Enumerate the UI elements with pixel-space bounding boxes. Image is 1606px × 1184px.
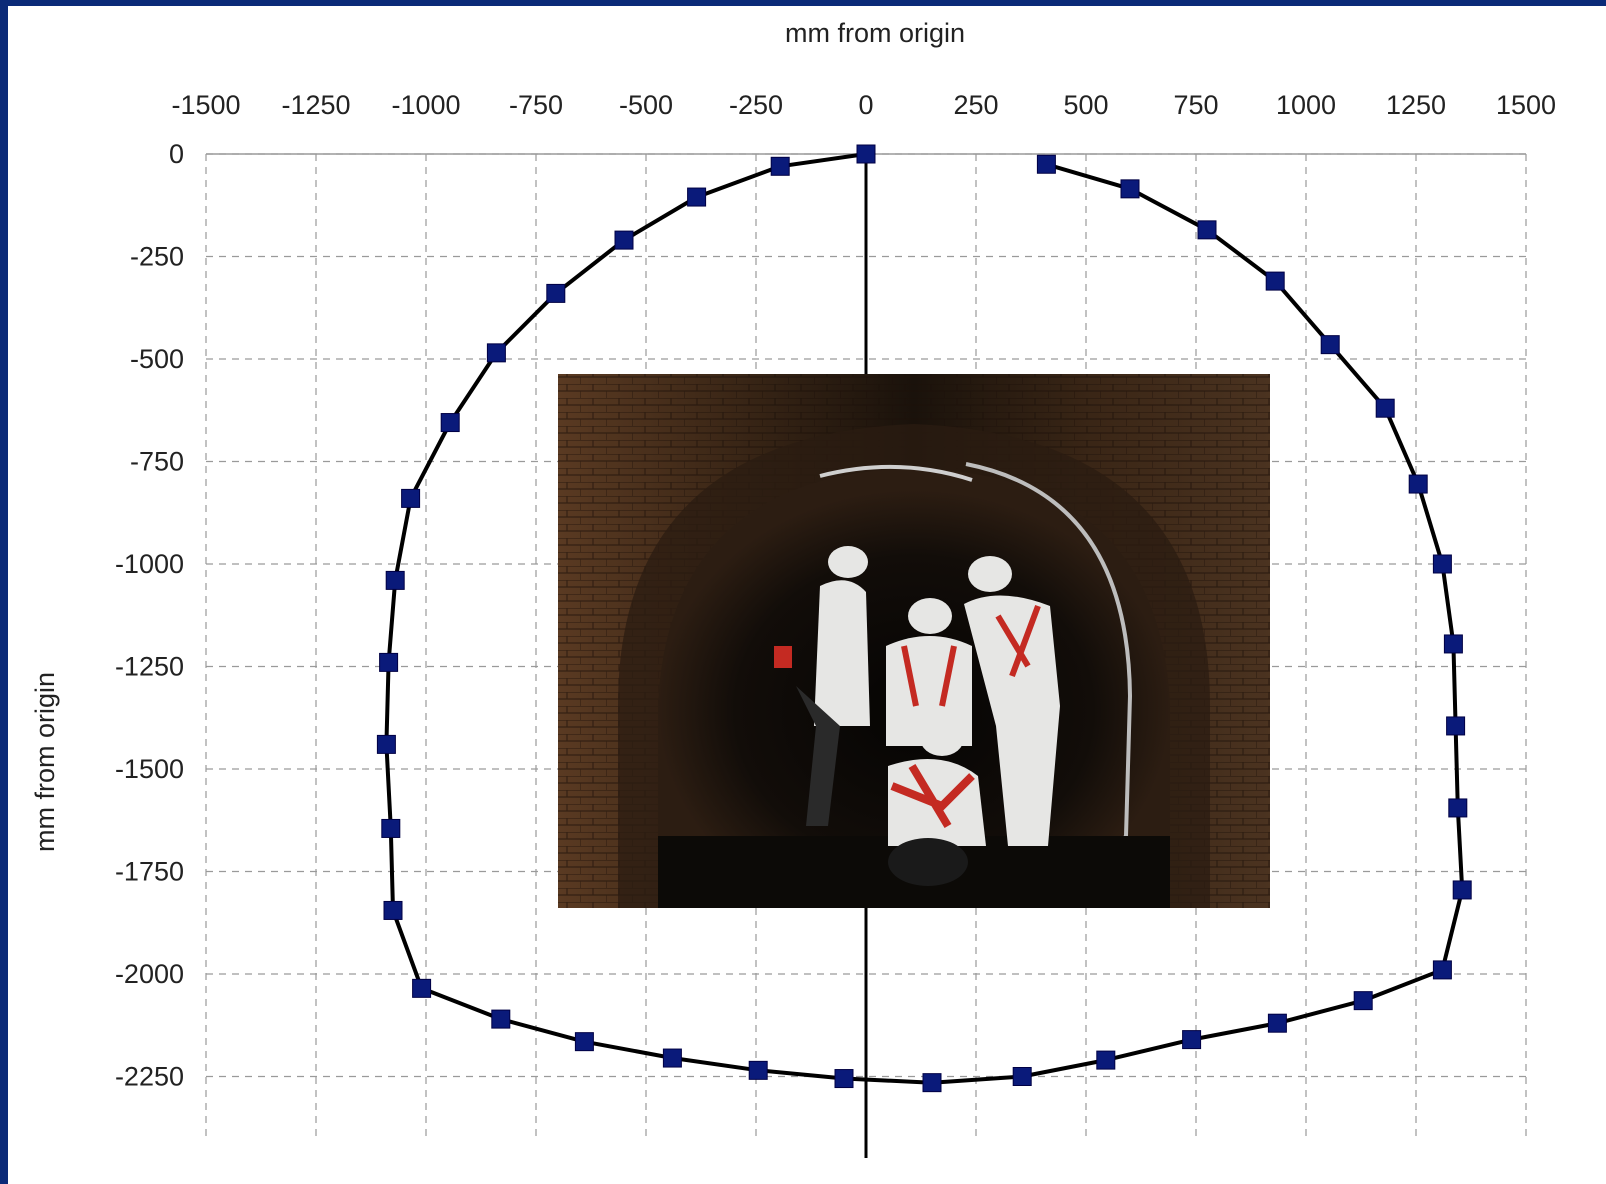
x-tick-label: 750 xyxy=(1173,90,1218,120)
tunnel-photo xyxy=(558,374,1270,908)
data-point xyxy=(574,1032,594,1052)
tunnel-profile-chart: mm from origin mm from origin -1500 -1250… xyxy=(30,18,1556,1158)
data-point xyxy=(1120,179,1140,199)
x-tick-label: 1250 xyxy=(1386,90,1446,120)
x-tick-label: 500 xyxy=(1063,90,1108,120)
data-point xyxy=(1408,474,1428,494)
y-tick-label: -2000 xyxy=(115,959,184,989)
y-tick-label: -750 xyxy=(130,447,184,477)
data-point xyxy=(1353,991,1373,1011)
y-tick-label: -250 xyxy=(130,242,184,272)
profile-line xyxy=(384,152,1465,1085)
data-point xyxy=(1432,554,1452,574)
x-tick-label: -1000 xyxy=(391,90,460,120)
data-point xyxy=(614,230,634,250)
chart-frame: mm from origin mm from origin -1500 -1250… xyxy=(8,6,1606,1184)
data-point xyxy=(491,1009,511,1029)
data-point xyxy=(856,144,876,164)
x-axis-label: mm from origin xyxy=(785,18,965,48)
y-tick-label: -1000 xyxy=(115,549,184,579)
y-axis-label: mm from origin xyxy=(30,672,60,852)
data-point xyxy=(1432,960,1452,980)
x-tick-label: 0 xyxy=(858,90,873,120)
x-tick-label: 1000 xyxy=(1276,90,1336,120)
data-point xyxy=(1012,1067,1032,1086)
y-tick-label: -2250 xyxy=(115,1062,184,1092)
x-tick-label: 1500 xyxy=(1496,90,1556,120)
y-tick-label: -1500 xyxy=(115,754,184,784)
y-tick-label: -1750 xyxy=(115,857,184,887)
data-point xyxy=(546,283,566,303)
data-point xyxy=(383,900,403,920)
data-point xyxy=(834,1069,854,1089)
data-point xyxy=(376,734,396,754)
data-point xyxy=(687,187,707,207)
tick-labels: -1500 -1250 -1000 -750 -500 -250 0 250 500 750 100… xyxy=(115,90,1556,1092)
data-point xyxy=(1448,798,1468,818)
x-tick-label: -1250 xyxy=(281,90,350,120)
data-point xyxy=(486,343,506,363)
y-tick-label: 0 xyxy=(169,139,184,169)
data-point xyxy=(1265,271,1285,291)
data-point xyxy=(1446,716,1466,736)
y-tick-label: -1250 xyxy=(115,652,184,682)
data-point xyxy=(1320,335,1340,355)
data-point xyxy=(401,488,421,508)
data-point xyxy=(1443,634,1463,654)
data-point xyxy=(1036,154,1056,174)
data-point xyxy=(440,413,460,433)
data-point xyxy=(748,1060,768,1080)
x-tick-label: -250 xyxy=(729,90,783,120)
x-tick-label: -500 xyxy=(619,90,673,120)
x-tick-label: 250 xyxy=(953,90,998,120)
data-point xyxy=(1267,1013,1287,1033)
data-point xyxy=(770,156,790,176)
data-points xyxy=(376,144,1472,1093)
data-point xyxy=(1197,220,1217,240)
data-point xyxy=(1375,398,1395,418)
data-point xyxy=(412,978,432,998)
y-tick-label: -500 xyxy=(130,344,184,374)
data-point xyxy=(1096,1050,1116,1070)
data-point xyxy=(379,652,399,672)
data-point xyxy=(662,1048,682,1068)
data-point xyxy=(922,1073,942,1093)
data-point xyxy=(381,818,401,838)
x-tick-label: -1500 xyxy=(171,90,240,120)
data-point xyxy=(1182,1030,1202,1050)
x-tick-label: -750 xyxy=(509,90,563,120)
data-point xyxy=(385,570,405,590)
data-point xyxy=(1452,880,1472,900)
